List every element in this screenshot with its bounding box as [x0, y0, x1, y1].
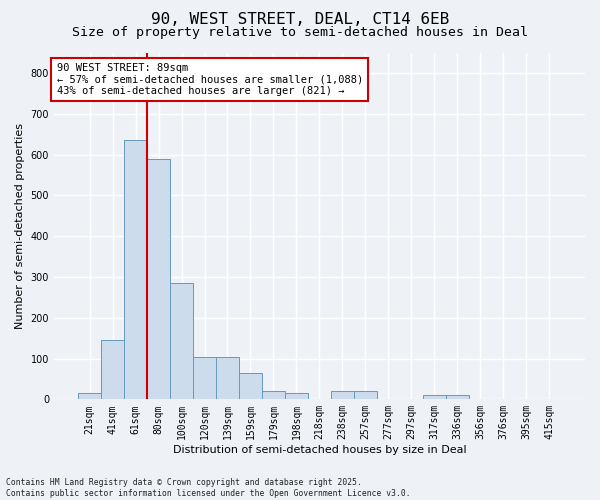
- Text: 90, WEST STREET, DEAL, CT14 6EB: 90, WEST STREET, DEAL, CT14 6EB: [151, 12, 449, 28]
- Bar: [147, 158, 170, 400]
- X-axis label: Distribution of semi-detached houses by size in Deal: Distribution of semi-detached houses by …: [173, 445, 466, 455]
- Bar: [193, 358, 216, 400]
- Bar: [78, 393, 101, 400]
- Bar: [331, 391, 354, 400]
- Bar: [262, 391, 285, 400]
- Bar: [101, 340, 124, 400]
- Text: Contains HM Land Registry data © Crown copyright and database right 2025.
Contai: Contains HM Land Registry data © Crown c…: [6, 478, 410, 498]
- Bar: [285, 393, 308, 400]
- Bar: [354, 391, 377, 400]
- Bar: [446, 396, 469, 400]
- Bar: [423, 396, 446, 400]
- Text: 90 WEST STREET: 89sqm
← 57% of semi-detached houses are smaller (1,088)
43% of s: 90 WEST STREET: 89sqm ← 57% of semi-deta…: [56, 63, 363, 96]
- Text: Size of property relative to semi-detached houses in Deal: Size of property relative to semi-detach…: [72, 26, 528, 39]
- Bar: [239, 373, 262, 400]
- Y-axis label: Number of semi-detached properties: Number of semi-detached properties: [15, 123, 25, 329]
- Bar: [216, 358, 239, 400]
- Bar: [170, 283, 193, 400]
- Bar: [124, 140, 147, 400]
